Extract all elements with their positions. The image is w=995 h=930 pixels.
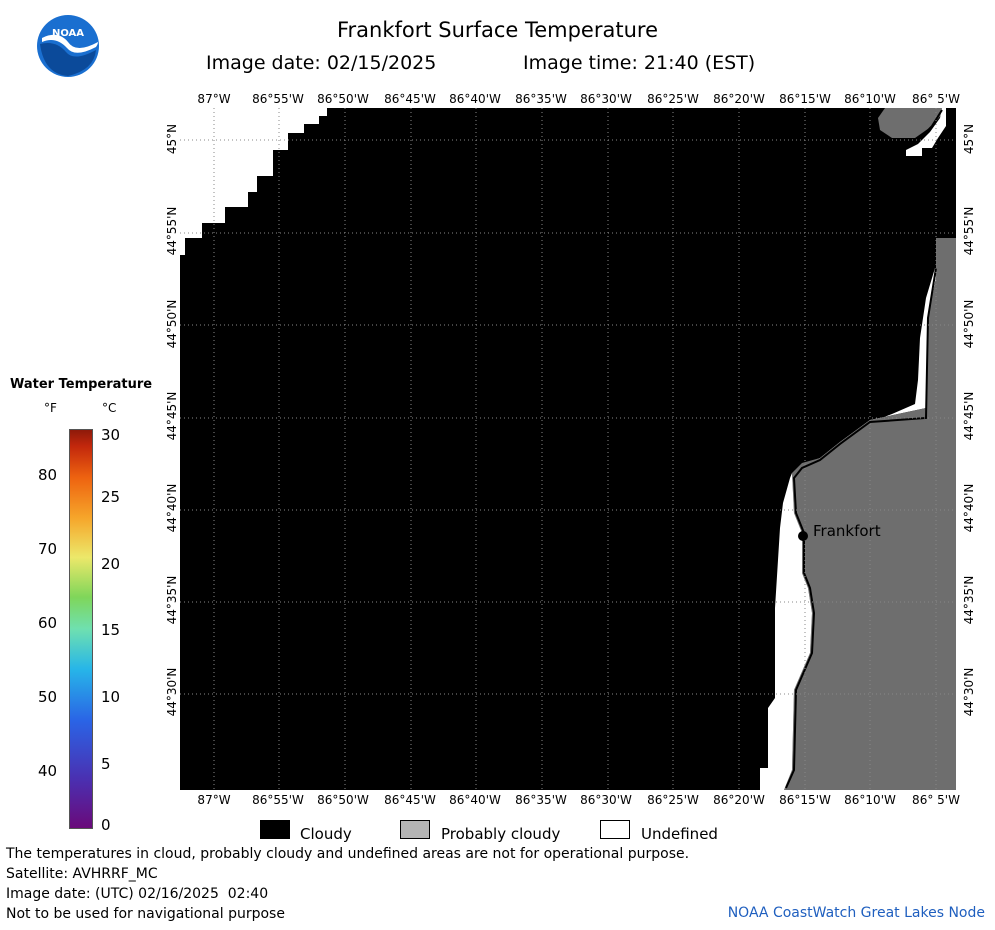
- key-probably-cloudy-swatch: [400, 820, 430, 839]
- celsius-tick-label: 5: [101, 755, 111, 773]
- lon-label-bottom: 86°55'W: [252, 793, 304, 807]
- probably-cloudy-area-east: [784, 238, 956, 790]
- lat-label-left: 44°55'N: [165, 206, 179, 256]
- fahrenheit-tick-label: 70: [38, 540, 58, 558]
- lat-label-right: 44°30'N: [962, 667, 976, 717]
- lat-label-left: 44°50'N: [165, 299, 179, 349]
- lat-label-right: 44°35'N: [962, 575, 976, 625]
- lat-label-right: 45°N: [962, 123, 976, 155]
- key-cloudy-swatch: [260, 820, 290, 839]
- lat-label-right: 44°40'N: [962, 483, 976, 533]
- lon-label-bottom: 87°W: [197, 793, 231, 807]
- disclaimer-operational: The temperatures in cloud, probably clou…: [6, 846, 690, 862]
- key-undefined-swatch: [600, 820, 630, 839]
- key-undefined-label: Undefined: [641, 825, 718, 843]
- celsius-tick-label: 25: [101, 488, 121, 506]
- shoreline: [897, 109, 943, 157]
- lon-label-top: 86°10'W: [844, 92, 896, 106]
- disclaimer-navigation: Not to be used for navigational purpose: [6, 906, 285, 922]
- coastwatch-credit[interactable]: NOAA CoastWatch Great Lakes Node: [727, 905, 985, 921]
- map-title: Frankfort Surface Temperature: [336, 18, 658, 42]
- graticule: [180, 108, 956, 790]
- lon-label-bottom: 86°35'W: [515, 793, 567, 807]
- unit-fahrenheit: °F: [44, 401, 57, 415]
- lon-label-bottom: 86° 5'W: [912, 793, 960, 807]
- key-cloudy-label: Cloudy: [300, 825, 352, 843]
- probably-cloudy-area-ne: [878, 108, 942, 138]
- temperature-colorbar: [69, 429, 93, 829]
- shoreline-east: [785, 267, 937, 789]
- unit-celsius: °C: [102, 401, 117, 415]
- lon-label-top: 86°30'W: [580, 92, 632, 106]
- lon-label-top: 86°35'W: [515, 92, 567, 106]
- frankfort-marker: [798, 531, 808, 541]
- lon-label-bottom: 86°25'W: [647, 793, 699, 807]
- lon-label-top: 86°55'W: [252, 92, 304, 106]
- key-probably-cloudy-label: Probably cloudy: [441, 825, 561, 843]
- lat-label-left: 45°N: [165, 123, 179, 155]
- lon-label-bottom: 86°20'W: [713, 793, 765, 807]
- undefined-area-ne: [906, 108, 946, 156]
- lon-label-bottom: 86°45'W: [384, 793, 436, 807]
- lon-label-top: 87°W: [197, 92, 231, 106]
- image-date: Image date: 02/15/2025: [206, 52, 437, 74]
- fahrenheit-tick-label: 40: [38, 762, 58, 780]
- fahrenheit-tick-label: 80: [38, 466, 58, 484]
- frankfort-label: Frankfort: [813, 522, 881, 540]
- lon-label-top: 86°40'W: [449, 92, 501, 106]
- image-time: Image time: 21:40 (EST): [523, 52, 756, 74]
- lon-label-bottom: 86°50'W: [317, 793, 369, 807]
- lon-label-top: 86°25'W: [647, 92, 699, 106]
- legend-title: Water Temperature: [10, 377, 153, 392]
- celsius-tick-label: 15: [101, 621, 121, 639]
- undefined-area-nw: [180, 108, 327, 255]
- lon-label-top: 86°50'W: [317, 92, 369, 106]
- noaa-logo: NOAA: [37, 15, 99, 77]
- lon-label-bottom: 86°10'W: [844, 793, 896, 807]
- lon-label-top: 86°20'W: [713, 92, 765, 106]
- lon-label-bottom: 86°30'W: [580, 793, 632, 807]
- lon-label-top: 86°45'W: [384, 92, 436, 106]
- undefined-area-shore: [760, 473, 812, 790]
- satellite-info: Satellite: AVHRRF_MC: [6, 866, 158, 882]
- logo-text: NOAA: [52, 28, 84, 39]
- lon-label-bottom: 86°40'W: [449, 793, 501, 807]
- lon-label-bottom: 86°15'W: [779, 793, 831, 807]
- lon-label-top: 86°15'W: [779, 92, 831, 106]
- celsius-tick-label: 10: [101, 688, 121, 706]
- celsius-tick-label: 20: [101, 555, 121, 573]
- lat-label-left: 44°35'N: [165, 575, 179, 625]
- lat-label-right: 44°50'N: [962, 299, 976, 349]
- lat-label-right: 44°45'N: [962, 391, 976, 441]
- lat-label-left: 44°45'N: [165, 391, 179, 441]
- lat-label-right: 44°55'N: [962, 206, 976, 256]
- fahrenheit-tick-label: 60: [38, 614, 58, 632]
- celsius-tick-label: 0: [101, 816, 111, 834]
- fahrenheit-tick-label: 50: [38, 688, 58, 706]
- celsius-tick-label: 30: [101, 426, 121, 444]
- lat-label-left: 44°40'N: [165, 483, 179, 533]
- lat-label-left: 44°30'N: [165, 667, 179, 717]
- lon-label-top: 86° 5'W: [912, 92, 960, 106]
- utc-image-date: Image date: (UTC) 02/16/2025 02:40: [6, 886, 269, 902]
- surface-temperature-map: Frankfort: [180, 108, 956, 790]
